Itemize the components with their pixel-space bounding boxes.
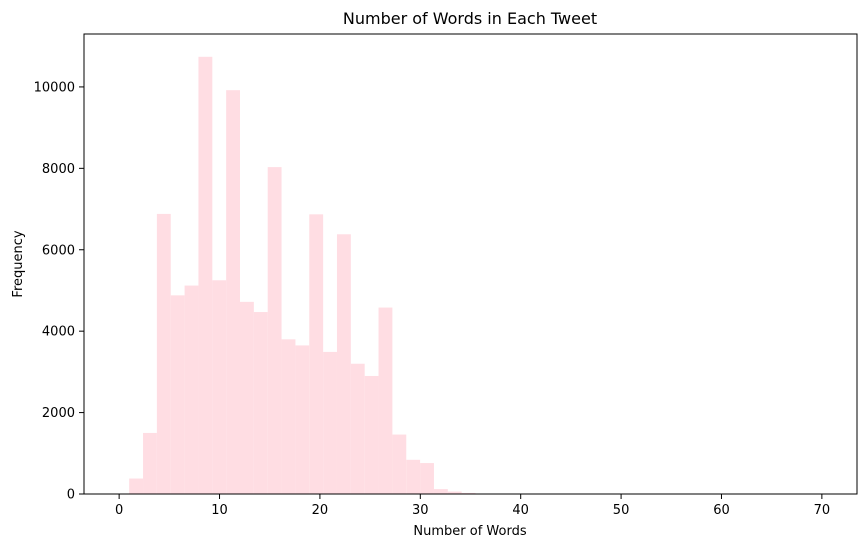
plot-frame	[83, 33, 858, 495]
histogram-bar	[295, 345, 310, 494]
histogram-bar	[281, 339, 296, 494]
histogram-bar	[253, 312, 268, 494]
histogram-bar	[336, 234, 351, 494]
x-tick-label: 70	[814, 503, 831, 518]
histogram-bar	[212, 280, 227, 494]
histogram-bar	[184, 285, 199, 494]
y-tick-label: 0	[67, 488, 75, 503]
bars-group	[129, 56, 822, 495]
histogram-bar	[198, 56, 213, 495]
histogram-bar	[170, 295, 185, 494]
y-tick-label: 6000	[42, 243, 75, 258]
x-tick-label: 60	[713, 503, 730, 518]
y-axis-label: Frequency	[11, 230, 26, 297]
y-tick-label: 4000	[42, 325, 75, 340]
histogram-bar	[461, 492, 476, 494]
histogram-bar	[433, 489, 448, 494]
histogram-bar	[143, 432, 157, 494]
histogram-bar	[129, 478, 144, 494]
chart-title: Number of Words in Each Tweet	[343, 9, 597, 28]
histogram-bar	[226, 90, 241, 494]
histogram-bar	[364, 375, 379, 494]
y-axis-ticks: 0 2000 4000 6000 8000 10000	[34, 80, 84, 503]
x-tick-label: 20	[312, 503, 329, 518]
histogram-bar	[447, 491, 462, 494]
histogram-bar	[267, 167, 282, 494]
x-axis-label: Number of Words	[413, 524, 526, 539]
x-tick-label: 40	[512, 503, 529, 518]
x-tick-label: 0	[115, 503, 123, 518]
histogram-bar	[406, 459, 421, 494]
x-tick-label: 30	[412, 503, 429, 518]
y-tick-label: 8000	[42, 162, 75, 177]
histogram-bar	[378, 307, 393, 494]
histogram-bar	[240, 301, 254, 494]
x-tick-label: 10	[211, 503, 228, 518]
x-tick-label: 50	[613, 503, 630, 518]
histogram-bar	[392, 434, 407, 494]
histogram-bar	[156, 213, 171, 494]
histogram-bar	[323, 351, 337, 494]
x-axis-ticks: 0 10 20 30 40 50 60 70	[115, 494, 830, 518]
histogram-bar	[420, 463, 434, 494]
histogram-bar	[309, 214, 324, 494]
histogram-bar	[350, 363, 365, 494]
y-tick-label: 2000	[42, 406, 75, 421]
y-tick-label: 10000	[34, 80, 75, 95]
